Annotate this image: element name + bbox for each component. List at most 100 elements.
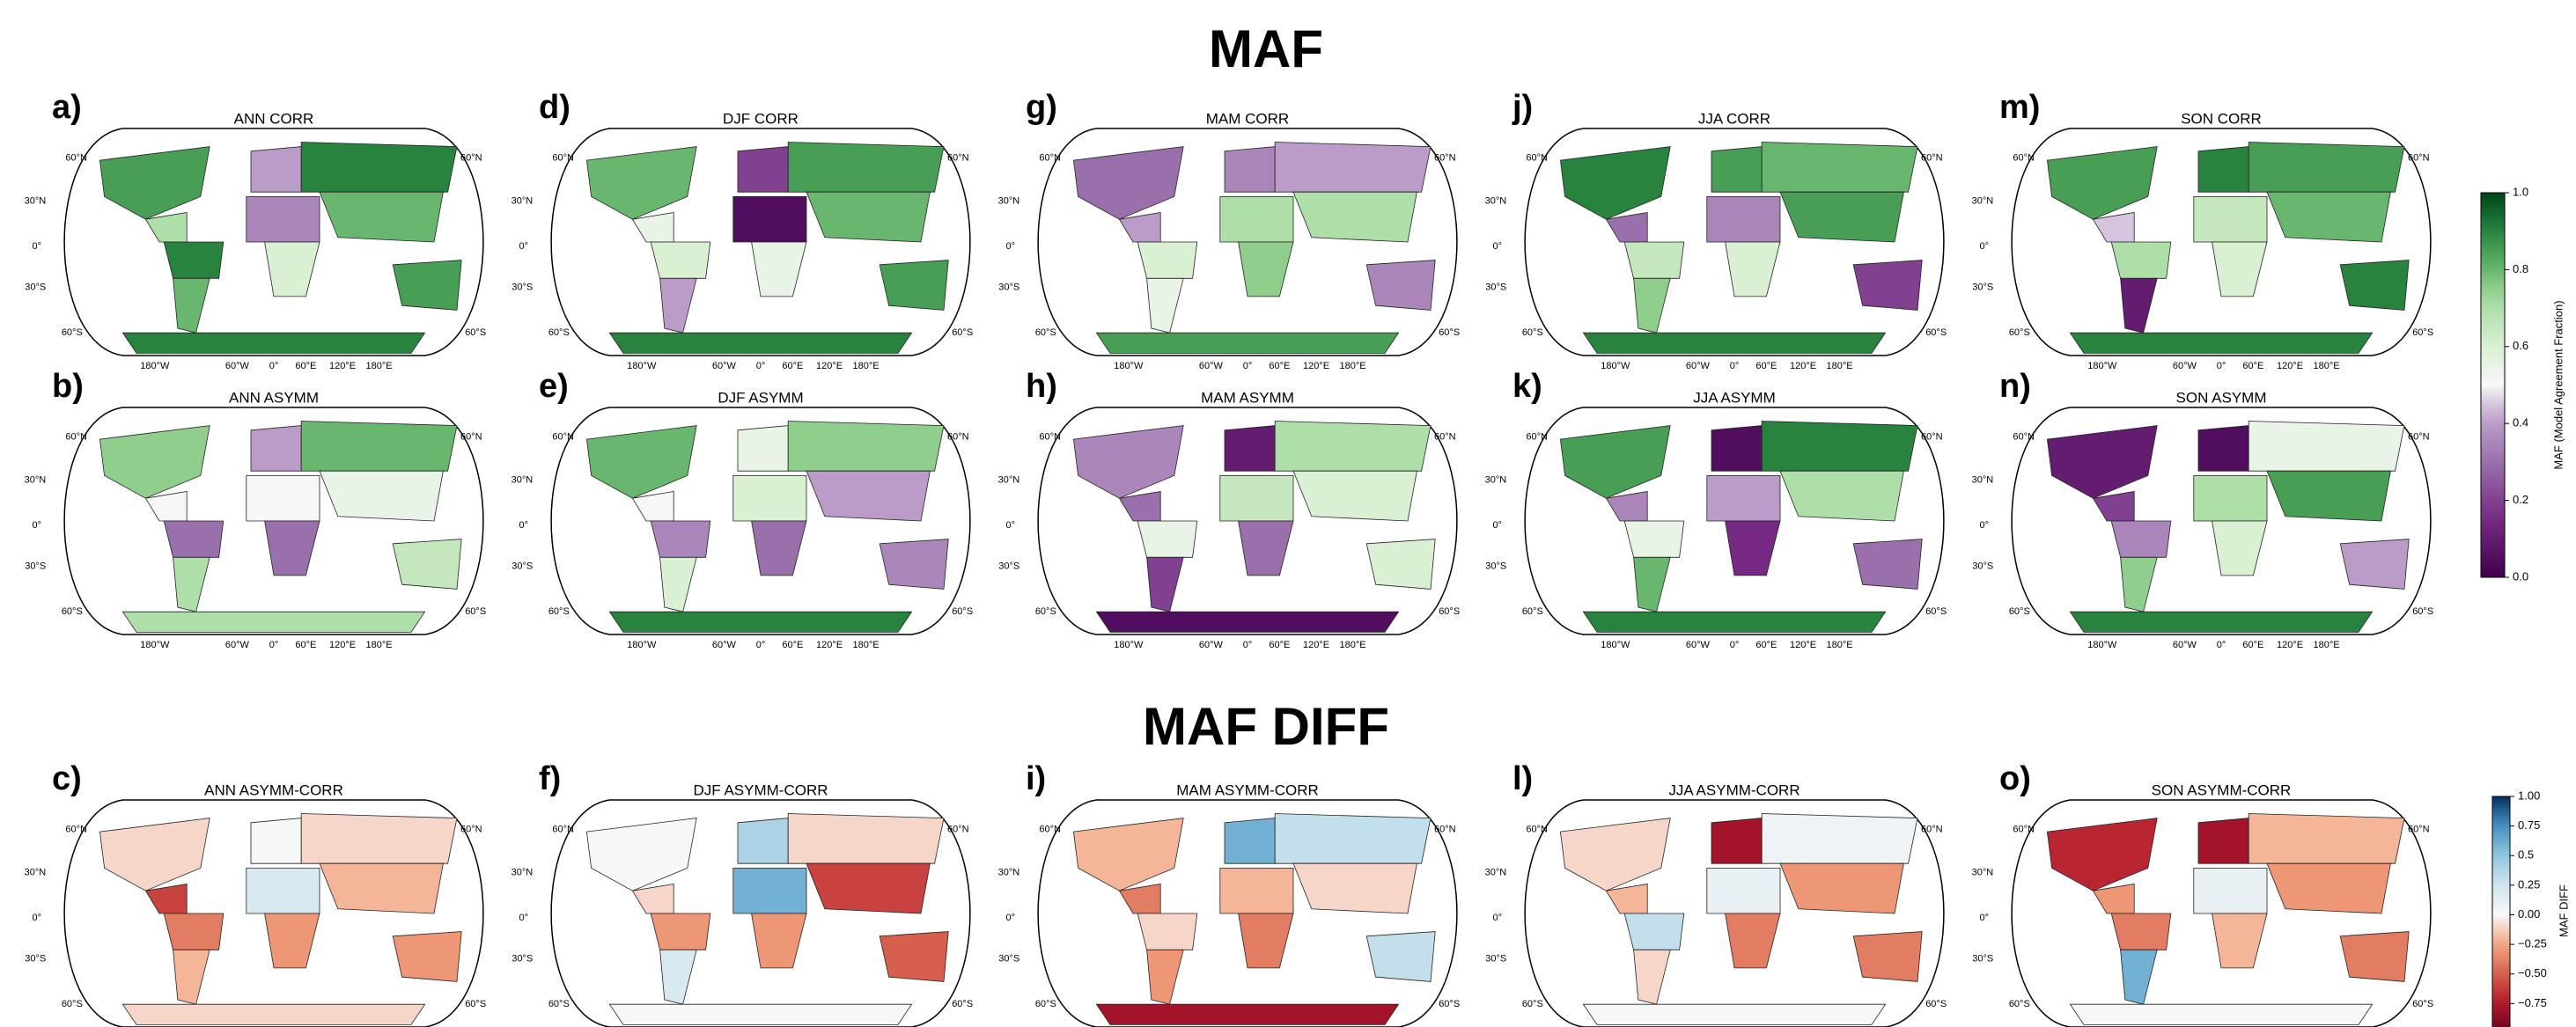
region: [2248, 814, 2404, 864]
lat-label: 60°N: [1526, 824, 1548, 834]
lat-label: 0°: [1005, 520, 1015, 531]
lat-label: 60°S: [2009, 606, 2030, 617]
region: [2248, 422, 2404, 472]
lon-label: 60°W: [2173, 640, 2197, 650]
lon-label: 0°: [269, 361, 279, 371]
lat-label: 0°: [1979, 241, 1989, 252]
lon-label: 60°W: [1199, 640, 1224, 650]
region: [1137, 521, 1197, 557]
lat-label: 0°: [1492, 520, 1502, 531]
region: [251, 818, 301, 864]
lat-label: 30°N: [512, 195, 534, 206]
map-panel: f)DJF ASYMM-CORR60°N30°N0°30°S60°S60°N60…: [512, 760, 974, 1027]
colorbar: [2492, 796, 2510, 1027]
region: [1711, 426, 1762, 472]
lon-label: 60°W: [712, 640, 737, 650]
lat-label: 0°: [1492, 241, 1502, 252]
lat-label: 30°S: [1972, 561, 1993, 572]
region: [2194, 475, 2267, 521]
lon-label: 180°W: [2087, 640, 2117, 650]
lat-label: 60°S: [548, 606, 570, 617]
lat-label: 60°S: [1925, 999, 1947, 1009]
colorbar-label: MAF DIFF: [2557, 884, 2570, 937]
lat-label: 0°: [1005, 913, 1015, 923]
region: [1780, 471, 1903, 521]
panel-label: e): [539, 368, 569, 405]
region: [164, 242, 224, 278]
lat-label: 60°N: [552, 431, 574, 442]
lat-label: 60°S: [952, 999, 973, 1009]
region: [1293, 471, 1417, 521]
region: [738, 426, 788, 472]
lat-label: 60°N: [2408, 152, 2430, 163]
lat-label: 30°S: [1485, 561, 1506, 572]
colorbar-tick-label: 0.8: [2513, 262, 2528, 275]
lat-label: 60°S: [952, 327, 973, 338]
lon-label: 0°: [269, 640, 279, 650]
region: [1762, 422, 1917, 472]
region: [247, 475, 320, 521]
region: [1220, 475, 1293, 521]
colorbar-tick-label: 0.0: [2513, 569, 2528, 583]
region: [1225, 426, 1275, 472]
region: [1624, 521, 1684, 557]
region: [251, 426, 301, 472]
lon-label: 60°W: [225, 361, 250, 371]
region: [2198, 818, 2248, 864]
region: [1137, 913, 1197, 950]
region: [1096, 1004, 1398, 1024]
lon-label: 60°E: [2242, 640, 2263, 650]
region: [1225, 147, 1275, 193]
lat-label: 30°N: [1972, 195, 1994, 206]
colorbar-tick-label: 0.5: [2518, 848, 2534, 862]
lat-label: 60°S: [2412, 606, 2433, 617]
lat-label: 60°S: [1035, 327, 1056, 338]
region: [733, 196, 806, 242]
region: [2198, 426, 2248, 472]
lat-label: 0°: [1979, 520, 1989, 531]
panel-title: MAM ASYMM: [1201, 389, 1294, 406]
lon-label: 180°W: [1601, 361, 1630, 371]
region: [122, 612, 424, 632]
panel-label: i): [1026, 760, 1046, 797]
lat-label: 60°S: [2009, 999, 2030, 1009]
lat-label: 60°N: [1526, 431, 1548, 442]
lon-label: 60°E: [295, 640, 316, 650]
lon-label: 180°E: [1340, 640, 1366, 650]
region: [2267, 192, 2390, 242]
region: [1366, 932, 1435, 982]
lon-label: 60°W: [712, 361, 737, 371]
region: [1707, 868, 1780, 913]
lon-label: 180°E: [366, 640, 393, 650]
region: [251, 147, 301, 193]
region: [806, 863, 930, 913]
region: [1624, 242, 1684, 278]
colorbar-tick-label: 0.25: [2518, 877, 2540, 891]
lat-label: 0°: [519, 913, 528, 923]
region: [122, 333, 424, 353]
panel-label: c): [52, 760, 82, 797]
lat-label: 30°S: [25, 282, 46, 293]
lat-label: 60°N: [1921, 152, 1943, 163]
lon-label: 60°E: [1269, 361, 1290, 371]
region: [2111, 521, 2171, 557]
region: [880, 932, 948, 982]
lat-label: 60°S: [465, 606, 486, 617]
lat-label: 60°S: [62, 327, 83, 338]
region: [1711, 147, 1762, 193]
region: [1583, 612, 1885, 632]
lat-label: 30°S: [512, 282, 533, 293]
region: [1780, 863, 1903, 913]
lat-label: 30°N: [1485, 474, 1507, 485]
region: [2340, 932, 2409, 982]
panel-label: k): [1512, 368, 1542, 405]
region: [1220, 196, 1293, 242]
lon-label: 180°E: [366, 361, 393, 371]
colorbar-tick-label: −0.25: [2518, 937, 2547, 950]
lat-label: 0°: [1005, 241, 1015, 252]
region: [609, 1004, 911, 1024]
lat-label: 30°N: [512, 474, 534, 485]
lon-label: 0°: [756, 361, 766, 371]
panel-title: JJA ASYMM-CORR: [1668, 781, 1800, 798]
lon-label: 180°W: [140, 640, 170, 650]
